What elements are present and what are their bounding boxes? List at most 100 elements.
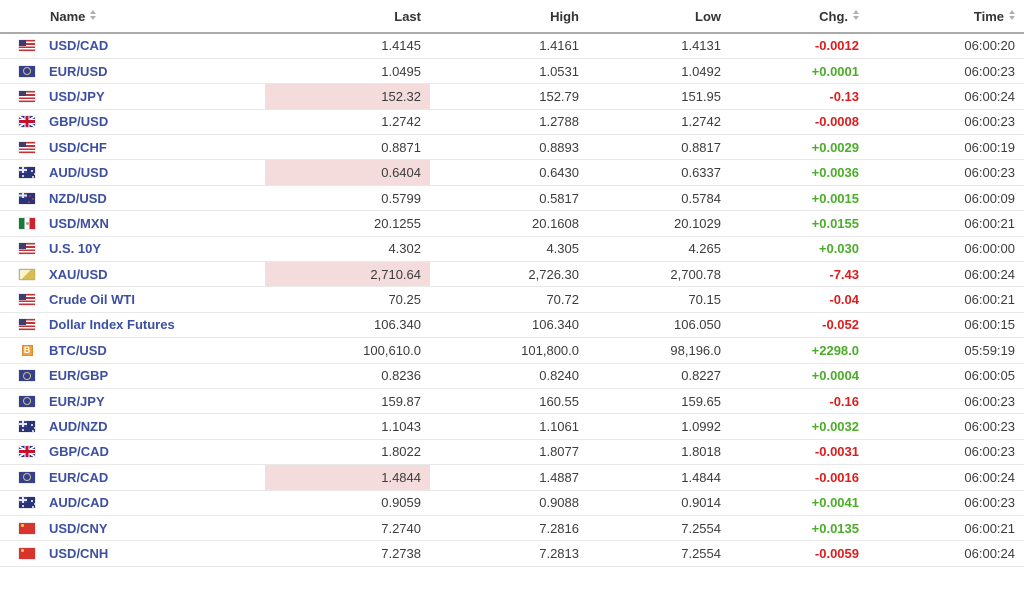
time-cell: 06:00:09 <box>868 185 1024 212</box>
chg-cell: +0.030 <box>730 236 868 263</box>
time-cell: 06:00:21 <box>868 515 1024 542</box>
instrument-link[interactable]: AUD/USD <box>49 165 109 181</box>
cn-flag-icon <box>19 522 35 534</box>
chg-cell: -0.0031 <box>730 439 868 466</box>
chg-cell: +2298.0 <box>730 337 868 364</box>
table-row: USD/JPY 152.32 152.79 151.95 -0.13 06:00… <box>0 83 1024 110</box>
high-cell: 20.1608 <box>430 210 588 237</box>
table-row: U.S. 10Y 4.302 4.305 4.265 +0.030 06:00:… <box>0 236 1024 263</box>
high-cell: 1.1061 <box>430 413 588 440</box>
high-cell: 0.8893 <box>430 134 588 161</box>
chg-cell: +0.0015 <box>730 185 868 212</box>
last-cell: 7.2738 <box>265 540 430 567</box>
chg-cell: -0.0016 <box>730 464 868 491</box>
chg-cell: -0.16 <box>730 388 868 415</box>
header-low[interactable]: Low <box>588 0 730 34</box>
table-row: NZD/USD 0.5799 0.5817 0.5784 +0.0015 06:… <box>0 185 1024 212</box>
instrument-link[interactable]: U.S. 10Y <box>49 241 102 257</box>
last-cell: 0.8871 <box>265 134 430 161</box>
instrument-link[interactable]: USD/MXN <box>49 215 109 231</box>
last-cell: 1.4145 <box>265 33 430 59</box>
last-cell: 1.0495 <box>265 58 430 85</box>
sort-arrows-icon[interactable] <box>1009 9 1015 20</box>
high-cell: 0.8240 <box>430 363 588 389</box>
header-last[interactable]: Last <box>265 0 430 34</box>
table-row: XAU/USD 2,710.64 2,726.30 2,700.78 -7.43… <box>0 261 1024 288</box>
instrument-link[interactable]: EUR/USD <box>49 63 108 79</box>
table-row: USD/CHF 0.8871 0.8893 0.8817 +0.0029 06:… <box>0 134 1024 161</box>
chg-cell: +0.0004 <box>730 363 868 389</box>
last-cell: 159.87 <box>265 388 430 415</box>
time-cell: 06:00:21 <box>868 286 1024 313</box>
instrument-link[interactable]: NZD/USD <box>49 190 107 206</box>
instrument-link[interactable]: XAU/USD <box>49 266 108 282</box>
instrument-link[interactable]: USD/CNY <box>49 520 108 536</box>
time-cell: 06:00:23 <box>868 109 1024 136</box>
instrument-link[interactable]: USD/CNH <box>49 546 109 561</box>
table-row: GBP/CAD 1.8022 1.8077 1.8018 -0.0031 06:… <box>0 439 1024 466</box>
header-last-label: Last <box>394 8 421 24</box>
high-cell: 2,726.30 <box>430 261 588 288</box>
last-cell: 70.25 <box>265 286 430 313</box>
table-row: EUR/USD 1.0495 1.0531 1.0492 +0.0001 06:… <box>0 58 1024 85</box>
table-row: EUR/JPY 159.87 160.55 159.65 -0.16 06:00… <box>0 388 1024 415</box>
header-name[interactable]: Name <box>0 0 265 34</box>
chg-cell: -0.0059 <box>730 540 868 567</box>
cn-flag-icon <box>19 548 35 559</box>
eu-flag-icon <box>19 395 35 407</box>
time-cell: 06:00:23 <box>868 58 1024 85</box>
sort-arrows-icon[interactable] <box>853 9 859 20</box>
gold-flag-icon <box>19 268 35 280</box>
time-cell: 06:00:05 <box>868 363 1024 389</box>
table-row: AUD/USD 0.6404 0.6430 0.6337 +0.0036 06:… <box>0 159 1024 186</box>
instrument-link[interactable]: USD/JPY <box>49 88 105 104</box>
us-flag-icon <box>19 319 35 331</box>
chg-cell: +0.0032 <box>730 413 868 440</box>
low-cell: 7.2554 <box>588 515 730 542</box>
low-cell: 1.0992 <box>588 413 730 440</box>
instrument-link[interactable]: EUR/JPY <box>49 393 105 409</box>
low-cell: 1.4844 <box>588 464 730 491</box>
low-cell: 0.8817 <box>588 134 730 161</box>
time-cell: 06:00:24 <box>868 83 1024 110</box>
sort-arrows-icon[interactable] <box>90 9 97 20</box>
low-cell: 98,196.0 <box>588 337 730 364</box>
instrument-link[interactable]: AUD/NZD <box>49 419 108 435</box>
instrument-link[interactable]: AUD/CAD <box>49 495 109 511</box>
header-chg-label: Chg. <box>819 8 848 24</box>
high-cell: 4.305 <box>430 236 588 263</box>
header-time-label: Time <box>973 8 1004 24</box>
header-time[interactable]: Time <box>868 0 1024 34</box>
instrument-link[interactable]: USD/CHF <box>49 139 107 155</box>
gb-flag-icon <box>19 116 35 128</box>
instrument-link[interactable]: GBP/USD <box>49 114 109 130</box>
chg-cell: -0.13 <box>730 83 868 110</box>
header-name-label: Name <box>50 8 86 24</box>
high-cell: 1.8077 <box>430 439 588 466</box>
gb-flag-icon <box>19 446 35 458</box>
time-cell: 06:00:23 <box>868 413 1024 440</box>
instrument-link[interactable]: Dollar Index Futures <box>49 317 175 333</box>
instrument-link[interactable]: USD/CAD <box>49 38 109 54</box>
instrument-link[interactable]: GBP/CAD <box>49 444 109 460</box>
time-cell: 05:59:19 <box>868 337 1024 364</box>
instrument-link[interactable]: BTC/USD <box>49 342 107 358</box>
low-cell: 151.95 <box>588 83 730 110</box>
chg-cell: -0.04 <box>730 286 868 313</box>
header-high[interactable]: High <box>430 0 588 34</box>
low-cell: 0.9014 <box>588 490 730 516</box>
header-chg[interactable]: Chg. <box>730 0 868 34</box>
low-cell: 20.1029 <box>588 210 730 237</box>
low-cell: 1.2742 <box>588 109 730 136</box>
us-flag-icon <box>19 294 35 306</box>
instrument-link[interactable]: Crude Oil WTI <box>49 292 135 308</box>
time-cell: 06:00:23 <box>868 490 1024 516</box>
last-cell: 1.2742 <box>265 109 430 136</box>
time-cell: 06:00:23 <box>868 388 1024 415</box>
last-cell: 106.340 <box>265 312 430 339</box>
last-cell: 0.6404 <box>265 159 430 186</box>
instrument-link[interactable]: EUR/CAD <box>49 469 109 485</box>
us-flag-icon <box>19 141 35 153</box>
instrument-link[interactable]: EUR/GBP <box>49 368 109 384</box>
table-row: GBP/USD 1.2742 1.2788 1.2742 -0.0008 06:… <box>0 109 1024 136</box>
